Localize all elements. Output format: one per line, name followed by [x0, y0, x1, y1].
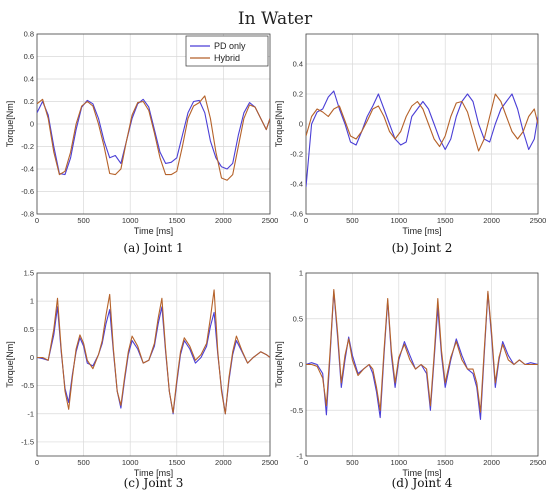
- x-tick-label: 0: [35, 216, 39, 225]
- x-tick-label: 1500: [168, 216, 185, 225]
- y-tick-label: 0: [30, 353, 34, 362]
- x-axis-label: Time [ms]: [134, 468, 173, 478]
- x-tick-label: 2000: [483, 216, 500, 225]
- panel-caption: (d) Joint 4: [392, 476, 453, 490]
- series-line-hybrid: [306, 288, 538, 413]
- legend-label: Hybrid: [214, 53, 240, 63]
- y-axis-label: Torque[Nm]: [274, 341, 284, 388]
- y-tick-label: 0.2: [293, 90, 303, 99]
- x-tick-label: 500: [346, 216, 359, 225]
- x-tick-label: 1500: [437, 216, 454, 225]
- y-tick-label: -0.2: [21, 142, 34, 151]
- y-tick-label: 1: [30, 297, 34, 306]
- x-axis-label: Time [ms]: [402, 226, 441, 236]
- x-tick-label: 2500: [262, 458, 279, 467]
- legend: PD only Hybrid: [185, 35, 269, 67]
- y-tick-label: -1: [296, 452, 303, 461]
- series-line-hybrid: [37, 95, 270, 181]
- series-line-pd-only: [37, 98, 270, 176]
- panel-caption: (b) Joint 2: [392, 241, 453, 255]
- x-tick-label: 0: [304, 458, 308, 467]
- x-tick-label: 2000: [483, 458, 500, 467]
- axis-box: [36, 272, 271, 457]
- plot-area: [37, 273, 270, 456]
- y-axis-label: Torque[Nm]: [5, 341, 15, 388]
- chart-panel-2: 0 500 1000 1500 2000 2500 -0.6 -0.4 -0.2 0 0.2 0.4 T…: [274, 33, 547, 255]
- y-tick-label: 0: [299, 360, 303, 369]
- y-tick-label: 0: [30, 120, 34, 129]
- y-tick-label: 0.8: [24, 30, 34, 39]
- series-line-hybrid: [37, 289, 270, 415]
- x-tick-label: 0: [35, 458, 39, 467]
- y-tick-label: -1: [27, 409, 34, 418]
- x-tick-label: 1000: [122, 216, 139, 225]
- y-tick-label: -0.5: [290, 406, 303, 415]
- y-tick-label: 0.4: [24, 75, 34, 84]
- series-line-pd-only: [306, 90, 538, 188]
- y-tick-label: 1: [299, 269, 303, 278]
- y-tick-label: -0.4: [290, 180, 303, 189]
- x-tick-label: 1500: [168, 458, 185, 467]
- series-line-hybrid: [306, 93, 538, 152]
- chart-panel-4: 0 500 1000 1500 2000 2500 -1 -0.5 0 0.5 1 Time [ms]…: [274, 269, 546, 491]
- x-tick-label: 2500: [530, 216, 547, 225]
- y-tick-label: 0: [299, 120, 303, 129]
- panel-caption: (a) Joint 1: [123, 241, 183, 255]
- x-tick-label: 2500: [530, 458, 547, 467]
- legend-box: [185, 35, 269, 67]
- y-tick-label: 0.6: [24, 52, 34, 61]
- x-axis-label: Time [ms]: [134, 226, 173, 236]
- y-tick-label: 0.2: [24, 97, 34, 106]
- panels: 0 500 1000 1500 2000 2500-0.8-0.6-0.4-0.200.2…: [5, 30, 546, 491]
- x-tick-label: 1000: [390, 458, 407, 467]
- y-axis-label: Torque[Nm]: [5, 101, 15, 148]
- axis-box: [36, 33, 271, 215]
- panel-caption: (c) Joint 3: [124, 476, 184, 490]
- chart-panel-1: 0 500 1000 1500 2000 2500 -0.8 -0.6 -0.4 -0.2 0 0.2…: [5, 30, 278, 256]
- y-tick-label: -0.8: [21, 210, 34, 219]
- x-tick-label: 1000: [122, 458, 139, 467]
- x-tick-label: 2000: [215, 216, 232, 225]
- y-tick-label: -0.5: [21, 381, 34, 390]
- x-tick-label: 500: [77, 216, 90, 225]
- x-tick-label: 2000: [215, 458, 232, 467]
- chart-panel-3: 0 500 1000 1500 2000 2500 -1.5 -1 -0.5 0 0.5 1 1.5 Ti…: [5, 269, 278, 491]
- y-axis-label: Torque[Nm]: [274, 101, 284, 148]
- y-tick-label: 1.5: [24, 269, 34, 278]
- x-tick-label: 1000: [390, 216, 407, 225]
- y-tick-label: -0.6: [290, 210, 303, 219]
- x-axis-label: Time [ms]: [402, 468, 441, 478]
- y-tick-label: -0.4: [21, 165, 34, 174]
- y-tick-label: -1.5: [21, 437, 34, 446]
- legend-label: PD only: [214, 41, 246, 51]
- y-tick-label: -0.2: [290, 150, 303, 159]
- x-tick-label: 1500: [437, 458, 454, 467]
- x-tick-label: 500: [77, 458, 90, 467]
- x-tick-label: 2500: [262, 216, 279, 225]
- y-tick-label: 0.5: [24, 325, 34, 334]
- y-tick-label: 0.4: [293, 60, 303, 69]
- y-tick-label: -0.6: [21, 187, 34, 196]
- y-tick-label: 0.5: [293, 314, 303, 323]
- x-tick-label: 0: [304, 216, 308, 225]
- figure-title: In Water: [238, 9, 313, 29]
- x-tick-label: 500: [346, 458, 359, 467]
